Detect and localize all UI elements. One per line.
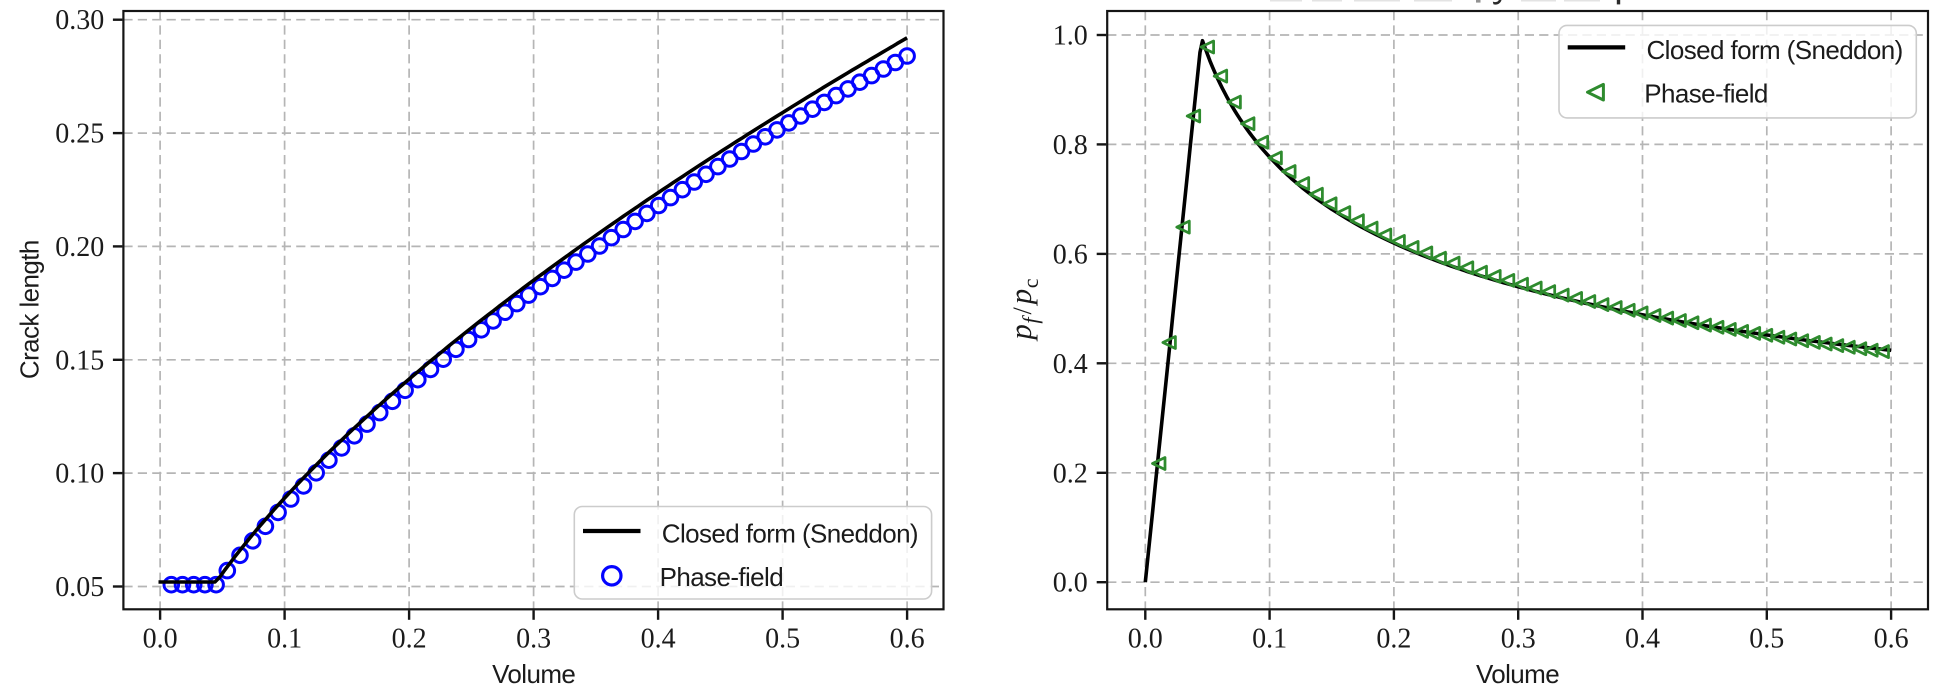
svg-text:0.15: 0.15 (55, 345, 104, 376)
svg-text:0.30: 0.30 (55, 5, 104, 36)
svg-text:0.8: 0.8 (1053, 130, 1088, 161)
svg-text:0.1: 0.1 (267, 624, 302, 655)
svg-text:0.2: 0.2 (392, 624, 427, 655)
svg-text:0.2: 0.2 (1376, 624, 1411, 655)
svg-text:1.0: 1.0 (1053, 21, 1088, 52)
svg-text:0.6: 0.6 (890, 624, 925, 655)
svg-text:0.05: 0.05 (55, 572, 104, 603)
svg-text:0.0: 0.0 (143, 624, 178, 655)
svg-text:0.6: 0.6 (1874, 624, 1909, 655)
svg-text:Closed form (Sneddon): Closed form (Sneddon) (1647, 35, 1903, 65)
svg-text:0.20: 0.20 (55, 232, 104, 263)
svg-text:Phase-field: Phase-field (1644, 78, 1767, 108)
svg-text:0.2: 0.2 (1053, 458, 1088, 489)
svg-text:0.4: 0.4 (641, 624, 676, 655)
svg-text:0.1: 0.1 (1252, 624, 1287, 655)
svg-text:0.5: 0.5 (1749, 624, 1784, 655)
svg-text:pf/pc: pf/pc (1003, 278, 1043, 341)
svg-text:Closed form (Sneddon): Closed form (Sneddon) (662, 519, 918, 549)
svg-text:0.3: 0.3 (1501, 624, 1536, 655)
svg-text:Volume: Volume (492, 659, 575, 689)
svg-text:Volume: Volume (1476, 659, 1559, 689)
svg-text:0.4: 0.4 (1053, 349, 1088, 380)
svg-text:0.4: 0.4 (1625, 624, 1660, 655)
svg-text:0.5: 0.5 (765, 624, 800, 655)
svg-text:0.3: 0.3 (516, 624, 551, 655)
svg-text:0.10: 0.10 (55, 459, 104, 490)
svg-text:0.0: 0.0 (1128, 624, 1163, 655)
svg-text:0.0: 0.0 (1053, 568, 1088, 599)
svg-text:Phase-field: Phase-field (660, 562, 783, 592)
svg-text:Crack length: Crack length (15, 240, 45, 379)
svg-text:0.25: 0.25 (55, 119, 104, 150)
svg-text:0.6: 0.6 (1053, 239, 1088, 270)
